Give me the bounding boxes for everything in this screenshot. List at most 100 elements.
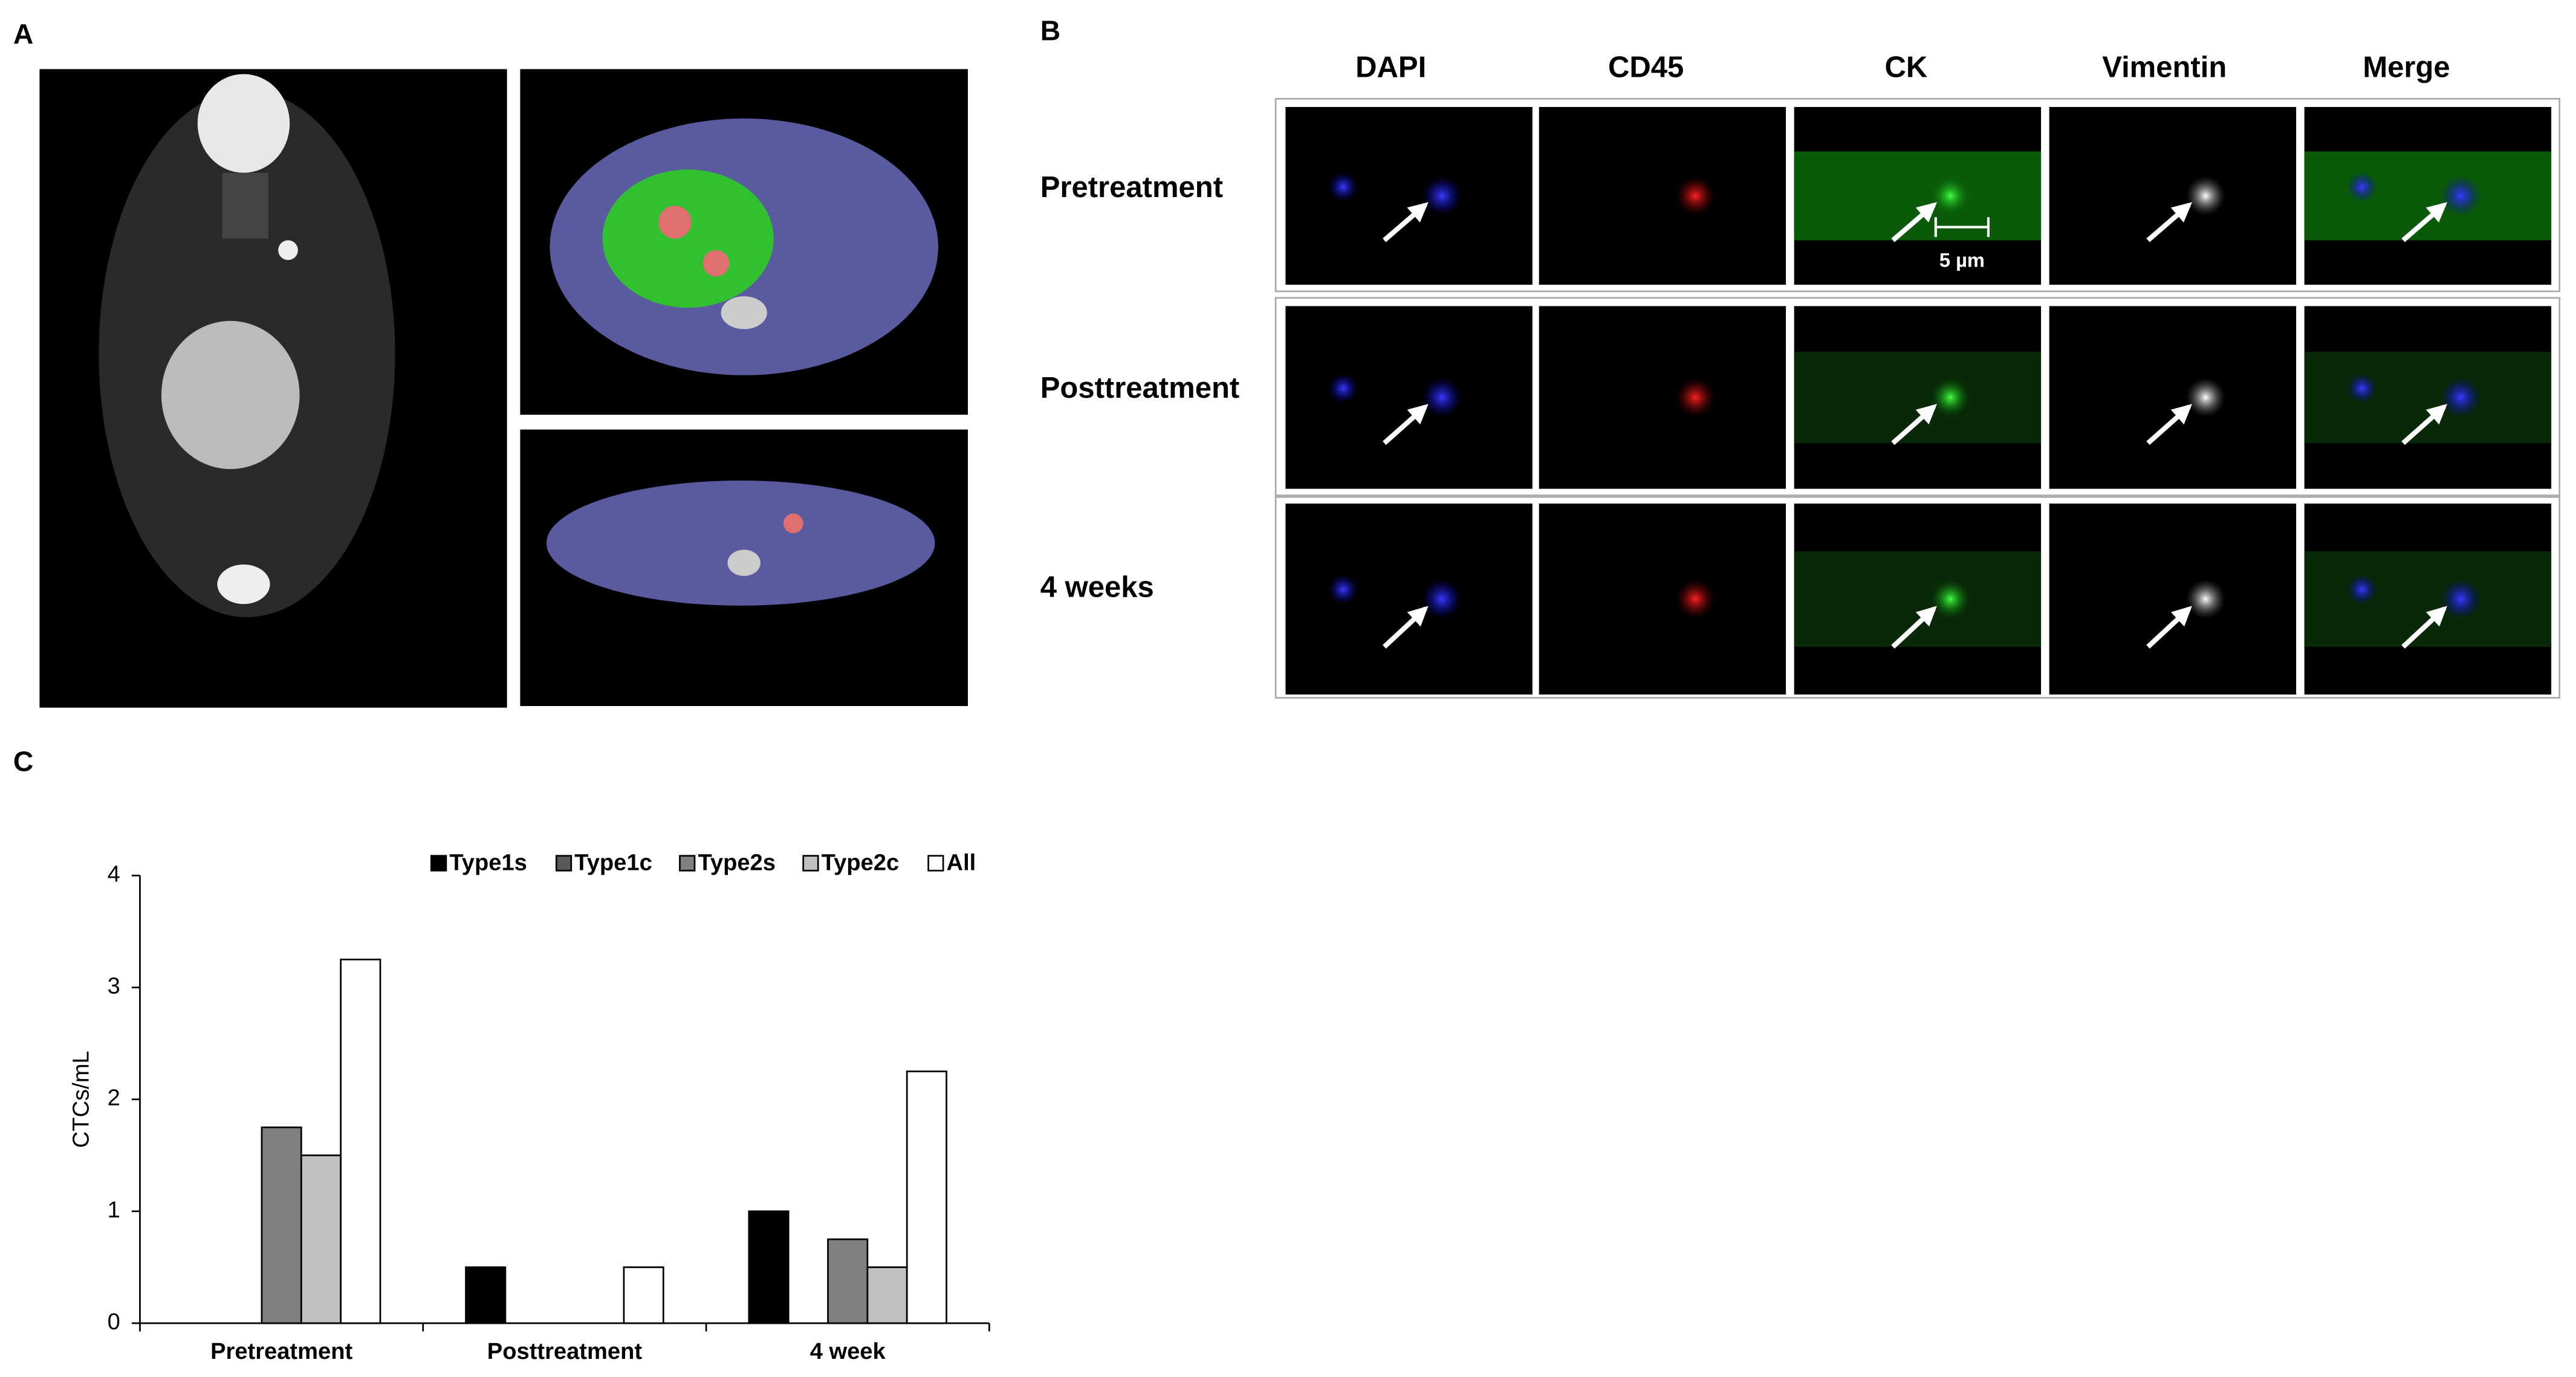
- scale-bar-label: 5 µm: [1939, 249, 1985, 271]
- bar: [300, 1154, 342, 1324]
- bar: [261, 1126, 302, 1324]
- cell: [1422, 176, 1462, 216]
- cell: [1930, 377, 1971, 418]
- cell: [1328, 373, 1358, 403]
- pet-ct-axial-liver: [520, 69, 968, 415]
- arrow: [2146, 404, 2193, 446]
- column-header: CK: [1884, 51, 1927, 83]
- bar-chart: CTCs/mL 0 1 2 3 4 Pretreatment Posttreatment 4 …: [68, 850, 990, 1364]
- cell: [2185, 377, 2226, 418]
- cell: [1422, 579, 1462, 619]
- arrow: [2401, 202, 2448, 242]
- bar: [465, 1266, 507, 1324]
- micrograph: [1285, 306, 1533, 489]
- legend-swatch: [927, 855, 944, 872]
- row-label: 4 weeks: [1040, 571, 1154, 604]
- cell: [1930, 176, 1971, 216]
- legend-swatch: [802, 855, 819, 872]
- cell: [2185, 579, 2226, 619]
- x-tick-label: 4 week: [810, 1339, 886, 1364]
- x-tick-label: Posttreatment: [487, 1339, 643, 1364]
- cell: [1328, 574, 1358, 604]
- bar: [866, 1266, 908, 1324]
- bar: [748, 1210, 790, 1324]
- legend-label: Type1c: [574, 850, 652, 875]
- arrow: [1891, 606, 1937, 649]
- micrograph-bg: [1794, 151, 2042, 241]
- micrograph: [1285, 106, 1533, 285]
- arrow: [1891, 404, 1938, 446]
- cell: [1675, 176, 1716, 216]
- arrow: [2401, 404, 2448, 446]
- row-frame: [1274, 297, 2561, 496]
- cell: [2441, 377, 2481, 418]
- cell: [1328, 172, 1358, 202]
- x-tick-label: Pretreatment: [210, 1339, 352, 1364]
- y-tick-label: 1: [108, 1197, 120, 1223]
- micrograph: [2049, 504, 2297, 695]
- cell: [2347, 172, 2377, 202]
- cell: [1930, 579, 1971, 619]
- cell: [2185, 176, 2226, 216]
- cell: [2347, 373, 2377, 403]
- micrograph: [2049, 106, 2297, 285]
- y-tick-label: 3: [108, 974, 120, 999]
- y-tick-label: 0: [108, 1309, 120, 1335]
- panel-label: C: [13, 746, 33, 777]
- legend-swatch: [430, 855, 447, 872]
- micrograph-bg: [2304, 151, 2552, 241]
- y-tick-label: 4: [108, 861, 120, 887]
- micrograph: [1539, 306, 1786, 489]
- micrograph-bg: [2304, 351, 2552, 444]
- micrograph: [1539, 106, 1786, 285]
- arrow: [1383, 404, 1429, 446]
- y-tick-label: 2: [108, 1086, 120, 1111]
- micrograph: [2049, 306, 2297, 489]
- micrograph-bg: [1794, 351, 2042, 444]
- cell: [1675, 579, 1716, 619]
- column-header: CD45: [1608, 51, 1684, 83]
- column-header: DAPI: [1355, 51, 1426, 83]
- panel-label: B: [1040, 15, 1060, 47]
- legend-label: Type1s: [449, 850, 527, 875]
- y-axis-title: CTCs/mL: [68, 1051, 94, 1148]
- micrograph: [1539, 504, 1786, 695]
- panel-b: DAPI CD45 CK Vimentin Merge Pretreatment…: [1040, 51, 2561, 699]
- pet-ct-axial-neck: [520, 429, 968, 706]
- row-frame: [1274, 97, 2561, 293]
- row-label: Posttreatment: [1040, 372, 1239, 404]
- legend-label: All: [947, 850, 976, 875]
- row-frame: [1274, 496, 2561, 699]
- legend-swatch: [555, 855, 573, 872]
- scale-bar: 5 µm: [1934, 217, 1990, 271]
- cell: [2441, 176, 2481, 216]
- legend-label: Type2c: [822, 850, 900, 875]
- column-header: Merge: [2363, 51, 2450, 83]
- cell: [1675, 377, 1716, 418]
- bar: [623, 1266, 664, 1324]
- arrow: [2146, 606, 2192, 649]
- micrograph: [1285, 504, 1533, 695]
- legend-label: Type2s: [698, 850, 776, 875]
- bar: [906, 1071, 947, 1324]
- cell: [2347, 574, 2377, 604]
- bar: [827, 1238, 869, 1324]
- legend-swatch: [679, 855, 696, 872]
- arrow: [2146, 202, 2193, 242]
- panel-label: A: [13, 18, 33, 50]
- micrograph-bg: [1794, 551, 2042, 647]
- arrow: [2401, 606, 2447, 649]
- row-label: Pretreatment: [1040, 171, 1223, 204]
- pet-whole-body: [39, 69, 507, 708]
- cell: [2441, 579, 2481, 619]
- cell: [1422, 377, 1462, 418]
- arrow: [1383, 202, 1429, 242]
- arrow: [1382, 606, 1429, 649]
- bar: [340, 958, 381, 1324]
- column-header: Vimentin: [2102, 51, 2227, 83]
- microscopy-tiles: [1285, 106, 2552, 695]
- micrograph-bg: [2304, 551, 2552, 647]
- arrow: [1891, 202, 1938, 242]
